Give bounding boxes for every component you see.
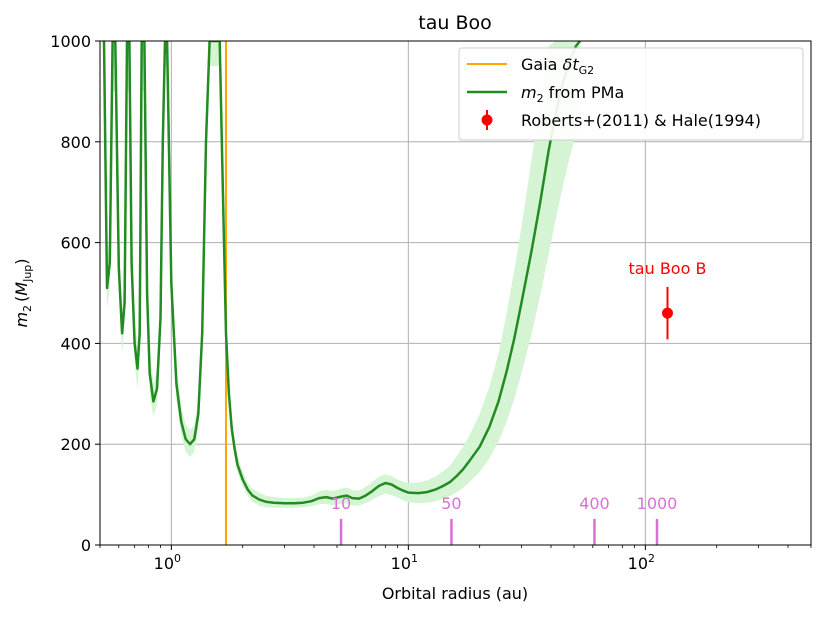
y-tick-label: 0 (81, 536, 91, 555)
y-tick-label: 400 (60, 334, 91, 353)
legend: Gaia δtG2 m2 from PMa Roberts+(2011) & H… (458, 47, 804, 141)
y-ticks: 0 200 400 600 800 1000 (50, 32, 100, 555)
x-tick-exponent: 0 (174, 552, 181, 565)
companion-marker (661, 307, 673, 319)
y-tick-label: 600 (60, 234, 91, 253)
x-tick-base: 10 (154, 554, 174, 573)
companion-label: tau Boo B (629, 259, 707, 278)
y-tick-label: 1000 (50, 32, 91, 51)
x-tick-label: 102 (628, 552, 655, 573)
y-axis-label: m2(MJup) (12, 258, 34, 327)
x-tick-label: 101 (391, 552, 418, 573)
y-tick-label: 800 (60, 133, 91, 152)
legend-box (458, 47, 804, 141)
chart-title: tau Boo (418, 12, 491, 34)
legend-companion-marker (481, 114, 493, 126)
legend-companion-label: Roberts+(2011) & Hale(1994) (521, 111, 761, 130)
legend-gaia-label: Gaia δtG2 (521, 55, 594, 77)
period-markers: 10 50 400 1000 (331, 494, 678, 545)
period-marker-label: 1000 (637, 494, 678, 513)
pma-curve-group (102, 41, 581, 505)
x-tick-base: 10 (391, 554, 411, 573)
x-tick-base: 10 (628, 554, 648, 573)
x-axis-label: Orbital radius (au) (382, 584, 528, 603)
period-marker-label: 50 (441, 494, 461, 513)
x-tick-exponent: 2 (648, 552, 655, 565)
plot-frame (99, 40, 812, 546)
x-ticks: 100 101 102 (99, 545, 812, 573)
x-tick-exponent: 1 (411, 552, 418, 565)
period-marker-label: 10 (331, 494, 351, 513)
x-tick-label: 100 (154, 552, 181, 573)
period-marker-label: 400 (579, 494, 610, 513)
legend-pma-label: m2 from PMa (521, 83, 624, 105)
pma-curve (102, 41, 581, 505)
y-tick-label: 200 (60, 435, 91, 454)
companion-group: tau Boo B (629, 259, 707, 340)
